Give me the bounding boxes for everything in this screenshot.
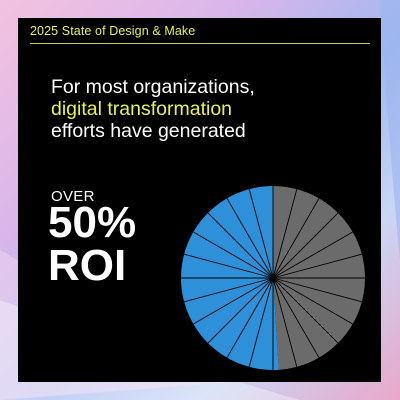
headline: For most organizations, digital transfor…: [51, 76, 361, 142]
pie-segment-divider: [272, 253, 362, 279]
pie-segment-divider: [272, 277, 339, 344]
pie-segment-divider: [272, 277, 320, 358]
pie-segment-divider: [226, 198, 274, 279]
pie-segment-divider: [272, 277, 353, 325]
header-divider: [30, 43, 370, 44]
pie-segment-divider: [207, 277, 274, 344]
pie-segment-divider: [248, 189, 274, 279]
headline-line-1: For most organizations,: [51, 76, 255, 98]
pie-segment-divider: [184, 277, 274, 303]
pie-segment-divider: [207, 212, 274, 279]
pie-segment-divider: [272, 212, 339, 279]
pie-segment-divider: [248, 277, 274, 367]
pie-segment-divider: [226, 277, 274, 358]
headline-line-3: efforts have generated: [51, 120, 246, 142]
stat-prefix: OVER: [51, 188, 95, 205]
pie-segment-divider: [193, 231, 274, 279]
headline-line-2: digital transformation: [51, 98, 233, 120]
pie-segment-divider: [184, 253, 274, 279]
pie-segment-divider: [272, 277, 298, 367]
pie-segment-divider: [272, 189, 298, 279]
pie-segment-divider: [193, 277, 274, 325]
stat-unit: ROI: [48, 241, 127, 290]
pie-center-dot: [269, 274, 277, 282]
roi-pie-chart: [181, 186, 366, 370]
pie-segment-divider: [272, 231, 353, 279]
report-title: 2025 State of Design & Make: [30, 24, 196, 38]
pie-segment-divider: [272, 198, 320, 279]
stat-value: 50%: [48, 198, 137, 247]
pie-segment-divider: [272, 277, 362, 303]
info-card: 2025 State of Design & Make For most org…: [18, 18, 381, 382]
